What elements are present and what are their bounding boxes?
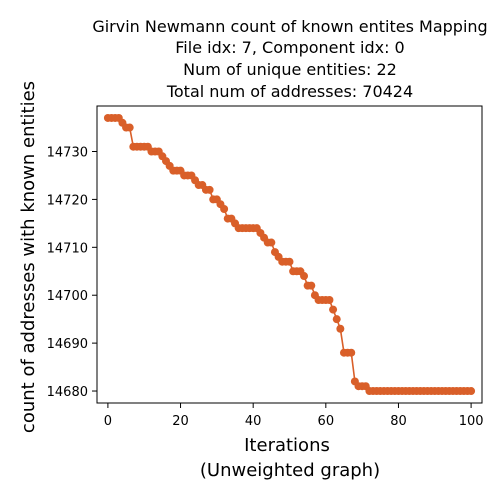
y-tick-label: 14680 bbox=[47, 385, 88, 400]
title-line-1: Girvin Newmann count of known entites Ma… bbox=[92, 17, 487, 36]
y-axis-label: count of addresses with known entities bbox=[18, 81, 39, 433]
series-points bbox=[103, 113, 476, 396]
y-axis-ticks: 14680 14690 14700 14710 14720 14730 bbox=[47, 146, 97, 400]
y-tick-label: 14710 bbox=[47, 241, 88, 256]
y-tick-label: 14700 bbox=[47, 289, 88, 304]
data-point bbox=[336, 324, 345, 333]
data-point bbox=[467, 387, 476, 396]
data-point bbox=[285, 257, 294, 266]
x-tick-label: 20 bbox=[172, 414, 189, 429]
plot-area-frame bbox=[96, 105, 483, 404]
x-tick-label: 60 bbox=[318, 414, 335, 429]
x-tick-label: 100 bbox=[459, 414, 484, 429]
title-line-4: Total num of addresses: 70424 bbox=[166, 82, 413, 101]
x-axis-ticks: 0 20 40 60 80 100 bbox=[104, 403, 484, 429]
data-point bbox=[220, 204, 229, 213]
data-point bbox=[347, 348, 356, 357]
data-point bbox=[332, 315, 341, 324]
x-tick-label: 0 bbox=[104, 414, 112, 429]
data-point bbox=[267, 238, 276, 247]
x-axis-label-line-1: Iterations bbox=[244, 435, 330, 456]
data-point bbox=[325, 296, 334, 305]
x-axis-label: Iterations (Unweighted graph) bbox=[200, 435, 380, 481]
data-point bbox=[329, 305, 338, 314]
data-point bbox=[307, 281, 316, 290]
title-line-3: Num of unique entities: 22 bbox=[183, 60, 397, 79]
y-tick-label: 14730 bbox=[47, 146, 88, 161]
y-tick-label: 14690 bbox=[47, 337, 88, 352]
title-line-2: File idx: 7, Component idx: 0 bbox=[175, 38, 404, 57]
x-axis-label-line-2: (Unweighted graph) bbox=[200, 460, 380, 481]
chart-title: Girvin Newmann count of known entites Ma… bbox=[92, 17, 487, 101]
x-tick-label: 80 bbox=[390, 414, 407, 429]
data-point bbox=[125, 123, 134, 132]
x-tick-label: 40 bbox=[245, 414, 262, 429]
y-tick-label: 14720 bbox=[47, 193, 88, 208]
data-point bbox=[205, 185, 214, 194]
data-point bbox=[300, 272, 309, 281]
